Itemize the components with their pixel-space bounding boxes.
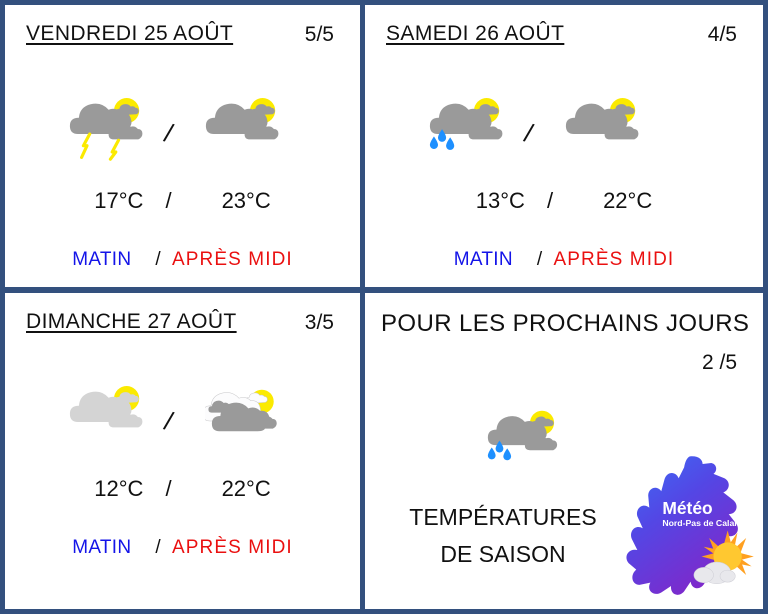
svg-text:Météo: Météo: [662, 498, 712, 518]
svg-text:Nord-Pas de Calais: Nord-Pas de Calais: [662, 518, 741, 528]
svg-text:Grolewski: Grolewski: [687, 594, 718, 603]
svg-text:Christopher: Christopher: [687, 585, 724, 594]
